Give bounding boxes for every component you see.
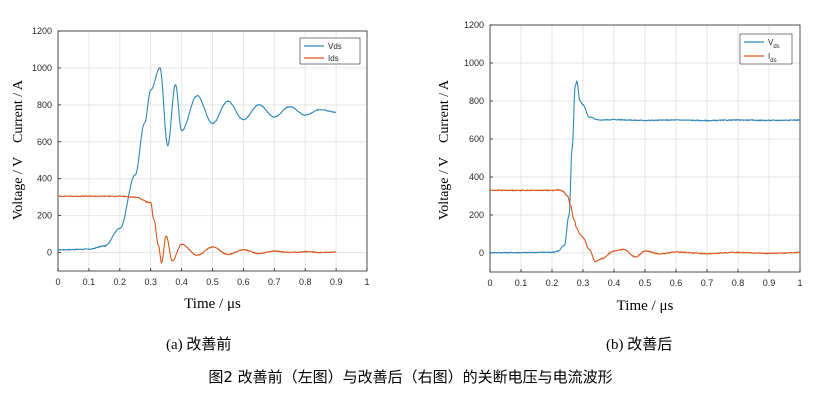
legend-label: Vds <box>768 38 780 50</box>
x-tick-label: 0.7 <box>701 278 714 288</box>
y-tick-label: 0 <box>479 248 484 258</box>
caption-before: (a) 改善前 <box>166 337 232 353</box>
y-tick-label: 200 <box>469 210 484 220</box>
y-tick-label: 1000 <box>464 58 484 68</box>
x-tick-label: 0.4 <box>175 277 188 287</box>
x-axis-label: Time / μs <box>184 296 241 312</box>
x-axis-label: Time / μs <box>617 298 674 314</box>
y-tick-label: 200 <box>37 211 52 221</box>
y-tick-label: 800 <box>469 96 484 106</box>
x-tick-label: 1 <box>797 278 802 288</box>
legend-label: Ids <box>328 54 339 63</box>
figure-caption: 图2 改善前（左图）与改善后（右图）的关断电压与电流波形 <box>208 368 613 386</box>
x-tick-label: 0.8 <box>732 278 745 288</box>
y-axis-label: Voltage / V Current / A <box>437 79 452 220</box>
y-tick-label: 0 <box>47 248 52 258</box>
y-tick-label: 600 <box>37 137 52 147</box>
legend-box <box>739 33 793 65</box>
y-tick-label: 600 <box>469 134 484 144</box>
x-tick-label: 0.1 <box>83 277 96 287</box>
y-tick-label: 1200 <box>32 26 52 36</box>
y-tick-label: 800 <box>37 100 52 110</box>
x-tick-label: 0.6 <box>237 277 250 287</box>
y-tick-label: 1200 <box>464 20 484 30</box>
y-tick-label: 400 <box>37 174 52 184</box>
y-tick-label: 1000 <box>32 63 52 73</box>
x-tick-label: 0.1 <box>515 278 528 288</box>
chart-after: 0 0.1 0.2 0.3 0.4 0.5 0.6 0.7 0.8 0.9 1 0 200 400 600 8… <box>437 20 803 314</box>
x-tick-label: 0.3 <box>144 277 157 287</box>
caption-after: (b) 改善后 <box>606 337 673 353</box>
x-tick-label: 1 <box>364 277 369 287</box>
y-tick-label: 400 <box>469 172 484 182</box>
x-tick-label: 0 <box>487 278 492 288</box>
x-tick-label: 0.2 <box>546 278 559 288</box>
series-line-vds <box>58 67 337 251</box>
x-tick-label: 0.9 <box>763 278 776 288</box>
x-tick-label: 0.6 <box>670 278 683 288</box>
legend-box <box>299 37 361 65</box>
x-tick-label: 0.8 <box>299 277 312 287</box>
series-line-ids <box>58 195 337 264</box>
x-tick-label: 0.5 <box>206 277 219 287</box>
x-tick-label: 0.3 <box>577 278 590 288</box>
series-line-ids <box>490 189 800 263</box>
series-line-vds <box>490 80 800 254</box>
y-axis-label: Voltage / V Current / A <box>11 79 26 220</box>
x-tick-label: 0.2 <box>114 277 127 287</box>
legend-label: Vds <box>328 42 342 51</box>
x-tick-label: 0.7 <box>268 277 281 287</box>
x-tick-label: 0.9 <box>330 277 343 287</box>
legend-label: Ids <box>768 52 777 64</box>
chart-before: 0 0.1 0.2 0.3 0.4 0.5 0.6 0.7 0.8 0.9 1 0 200 400 600 8… <box>11 26 370 312</box>
x-tick-label: 0.5 <box>639 278 652 288</box>
x-tick-label: 0 <box>55 277 60 287</box>
x-tick-label: 0.4 <box>608 278 621 288</box>
